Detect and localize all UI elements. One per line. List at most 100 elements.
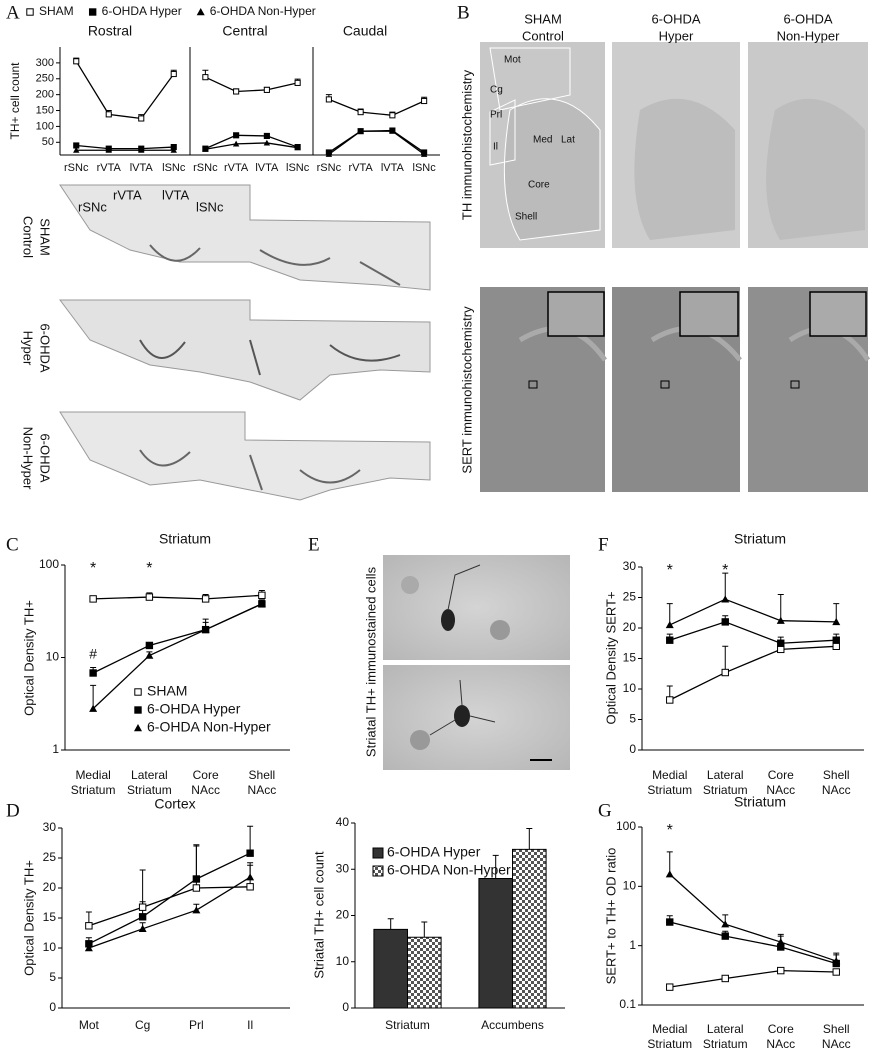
b-sections: SHAM Control 6-OHDA Hyper 6-OHDA Non-Hyp… [459,11,870,492]
marker [138,147,145,153]
x-tick-label: Lateral Striatum [703,768,748,797]
error-bar [492,854,499,879]
neurite [429,564,496,736]
legend-label: 6-OHDA Non-Hyper [147,719,271,735]
panel-label: G [598,800,612,821]
x-tick-label: rSNc [317,162,342,174]
y-tick-label: 150 [36,104,54,116]
row-label: Control [21,216,36,258]
error-bar [193,845,200,879]
chart-title: Rostral [88,23,132,39]
marker [832,968,840,976]
marker [666,696,674,704]
marker [721,618,729,626]
panel-label: A [6,2,20,23]
e-micrographs: Striatal TH+ immunostained cells [363,555,570,770]
row-label: 6-OHDA [38,323,53,372]
marker [192,884,201,892]
marker [84,944,93,952]
y-tick-label: 200 [36,89,54,101]
legend-label: SHAM [147,683,187,699]
section-detail [634,98,735,240]
legend-marker [26,8,34,16]
y-tick-label: 0 [629,742,636,756]
series-line [205,142,298,150]
legend-marker [134,706,142,714]
x-tick-label-line: Core [193,768,219,782]
x-tick-label-line: Medial [652,768,687,782]
marker [721,932,729,940]
marker [665,870,674,878]
x-tick-label: rVTA [349,162,374,174]
marker [145,593,154,601]
region-label: Il [493,142,498,153]
x-tick-label-line: Lateral [131,768,168,782]
y-axis-label: Striatal TH+ cell count [311,851,326,979]
error-bar [387,918,394,930]
y-tick-label: 30 [623,559,637,573]
region-label: lSNc [196,199,224,214]
x-tick-label-line: Shell [249,768,276,782]
x-tick-label: lVTA [130,162,154,174]
series-line [88,852,251,945]
image-label: Striatal TH+ immunostained cells [363,566,378,757]
x-tick-label: Shell NAcc [248,768,277,797]
marker [294,79,301,86]
bar [407,936,442,1009]
x-tick-label: Medial Striatum [647,1022,692,1050]
x-tick-label: rVTA [224,162,249,174]
marker [357,109,364,116]
series-line [205,76,298,93]
marker [105,111,112,118]
marker [170,147,177,153]
series-line [669,873,837,962]
marker [832,642,840,650]
series-line [669,621,837,644]
x-tick-label-line: Medial [75,768,110,782]
region-label: Shell [515,212,537,223]
column-label: 6-OHDA [651,11,700,26]
series-line [328,130,425,155]
cell [490,620,510,640]
x-tick-label-line: NAcc [822,1037,851,1050]
section-image [59,299,431,401]
x-tick-label-line: Striatum [703,783,748,797]
marker [665,620,674,629]
marker [721,595,730,603]
marker [138,913,147,921]
series-line [75,60,175,120]
panel-label: F [598,534,609,555]
y-tick-label: 5 [49,970,56,984]
annotation: * [146,560,152,577]
marker [232,140,240,147]
section-image [59,411,431,501]
row-label: Non-Hyper [21,427,36,491]
marker [263,86,270,93]
marker [89,595,97,603]
x-tick-label: Shell NAcc [822,768,851,797]
error-bar [139,869,146,908]
legend-marker [134,724,142,732]
marker [233,88,240,95]
series-line [76,144,174,150]
series-line [669,969,837,988]
inset-marker [790,380,800,389]
row-label: SERT immunohistochemistry [459,306,474,474]
marker [389,112,396,119]
marker [246,883,254,891]
bar [512,848,547,1009]
marker [233,132,240,139]
y-tick-label: 15 [43,910,57,924]
marker [202,74,209,81]
marker [246,849,254,857]
y-tick-label: 0.1 [619,997,636,1011]
legend-swatch [372,865,384,877]
series-line [328,98,425,116]
inset [679,291,739,337]
micrograph [383,555,570,660]
x-tick-label: Lateral Striatum [127,768,172,797]
error-bar [777,593,784,621]
marker [201,595,210,603]
y-axis-label: TH+ cell count [8,62,22,140]
column-label: Hyper [659,28,694,43]
